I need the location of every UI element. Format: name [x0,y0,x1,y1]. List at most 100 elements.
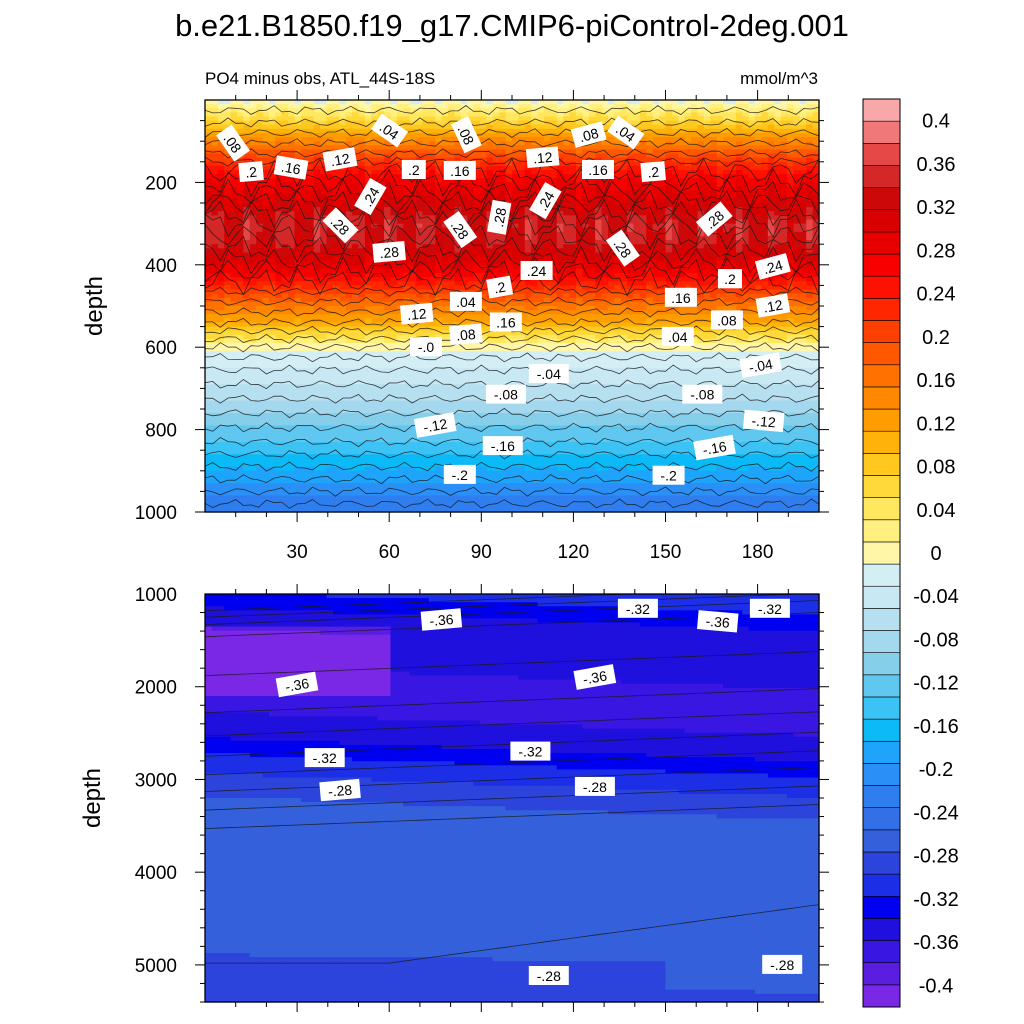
field-cell [313,211,321,216]
field-cell [518,157,526,163]
field-cell [595,301,603,307]
field-cell [569,120,577,126]
field-cell [633,310,641,315]
field-cell [236,116,244,122]
field-cell [697,194,705,200]
field-cell [723,120,731,126]
field-cell [588,112,596,118]
field-cell [371,116,379,122]
field-cell [601,211,609,216]
field-cell [799,108,807,113]
field-cell [505,198,513,204]
field-cell [364,256,372,262]
field-cell [607,268,615,274]
field-cell [575,227,583,233]
field-cell [211,194,219,200]
field-cell [659,145,667,151]
field-cell [684,132,692,138]
field-cell [767,132,775,138]
field-cell [313,186,321,192]
field-cell [480,223,488,229]
field-cell [339,112,347,118]
field-cell [556,120,564,126]
field-cell [633,178,641,183]
field-cell [569,149,577,155]
field-cell [288,153,296,159]
field-cell [569,219,577,225]
field-cell [601,219,609,225]
field-cell [691,235,699,241]
field-cell [352,149,360,155]
field-cell [607,264,615,270]
field-cell [646,203,654,208]
field-cell [492,108,500,113]
field-cell [486,306,494,311]
field-cell [684,108,692,113]
field-cell [723,161,731,167]
field-cell [646,281,654,286]
field-cell [639,194,647,200]
field-cell [716,104,724,109]
field-cell [812,165,820,171]
field-cell [607,203,615,208]
field-cell [473,223,481,229]
field-cell [294,277,302,282]
field-cell [659,248,667,254]
field-cell [710,132,718,138]
field-cell [403,145,411,151]
field-cell [774,178,782,183]
field-cell [735,186,743,192]
field-cell [352,264,360,270]
field-cell [275,120,283,126]
field-cell [313,128,321,134]
field-cell [697,116,705,122]
field-cell [390,198,398,204]
field-cell [729,190,737,196]
field-cell [787,116,795,122]
field-cell [691,100,699,105]
field-cell [262,186,270,192]
field-cell [499,124,507,130]
field-cell [473,108,481,113]
field-cell [742,116,750,122]
field-cell [729,170,737,175]
field-cell [300,231,308,237]
field-cell [364,178,372,183]
field-cell [639,281,647,286]
field-cell [761,231,769,237]
field-cell [313,248,321,254]
field-cell [364,244,372,249]
field-cell [735,141,743,146]
field-cell [607,285,615,291]
field-cell [441,207,449,212]
field-cell [607,227,615,233]
field-cell [780,128,788,134]
field-cell [755,137,763,142]
field-cell [409,198,417,204]
field-cell [249,203,257,208]
field-cell [780,203,788,208]
field-cell [352,170,360,175]
field-cell [569,207,577,212]
field-cell [294,281,302,286]
field-cell [396,203,404,208]
field-cell [537,256,545,262]
field-cell [703,186,711,192]
field-cell [480,120,488,126]
field-cell [620,297,628,303]
field-cell [710,301,718,307]
field-cell [288,108,296,113]
field-cell [448,198,456,204]
field-cell [416,285,424,291]
field-cell [441,153,449,159]
field-cell [211,108,219,113]
field-cell [473,203,481,208]
field-cell [659,227,667,233]
field-cell [614,157,622,163]
field-cell [288,104,296,109]
field-cell [217,215,225,221]
field-cell [300,128,308,134]
field-cell [294,231,302,237]
field-cell [281,207,289,212]
field-cell [390,165,398,171]
